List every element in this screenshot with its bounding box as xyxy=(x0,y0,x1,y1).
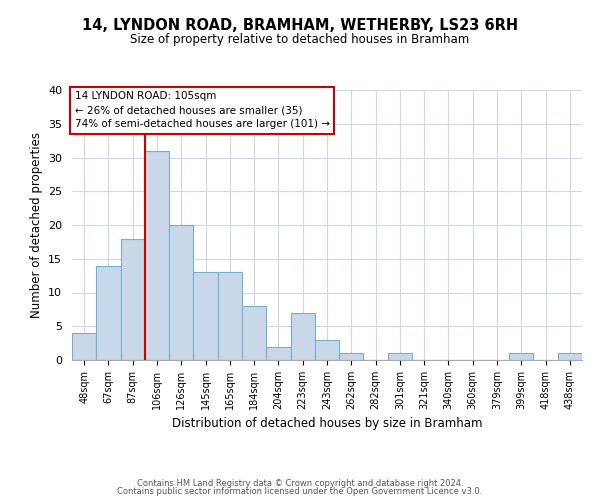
Bar xyxy=(96,266,121,360)
Text: 14, LYNDON ROAD, BRAMHAM, WETHERBY, LS23 6RH: 14, LYNDON ROAD, BRAMHAM, WETHERBY, LS23… xyxy=(82,18,518,32)
Bar xyxy=(169,225,193,360)
Text: Size of property relative to detached houses in Bramham: Size of property relative to detached ho… xyxy=(130,32,470,46)
Bar xyxy=(315,340,339,360)
Bar xyxy=(242,306,266,360)
Text: Contains public sector information licensed under the Open Government Licence v3: Contains public sector information licen… xyxy=(118,488,482,496)
Bar xyxy=(388,353,412,360)
Y-axis label: Number of detached properties: Number of detached properties xyxy=(29,132,43,318)
Bar xyxy=(145,151,169,360)
Bar xyxy=(290,313,315,360)
Bar xyxy=(558,353,582,360)
Text: 14 LYNDON ROAD: 105sqm
← 26% of detached houses are smaller (35)
74% of semi-det: 14 LYNDON ROAD: 105sqm ← 26% of detached… xyxy=(74,92,329,130)
Bar xyxy=(72,333,96,360)
Bar xyxy=(193,272,218,360)
Bar xyxy=(266,346,290,360)
Bar xyxy=(509,353,533,360)
Bar xyxy=(218,272,242,360)
Text: Contains HM Land Registry data © Crown copyright and database right 2024.: Contains HM Land Registry data © Crown c… xyxy=(137,478,463,488)
Bar xyxy=(339,353,364,360)
Bar xyxy=(121,238,145,360)
X-axis label: Distribution of detached houses by size in Bramham: Distribution of detached houses by size … xyxy=(172,418,482,430)
